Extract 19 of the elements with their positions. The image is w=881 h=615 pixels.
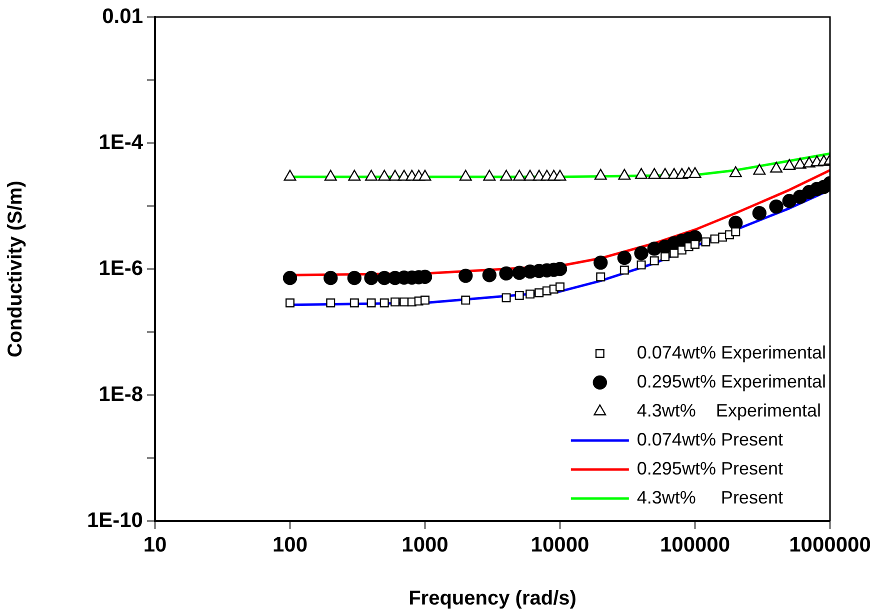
x-tick-label: 1000	[402, 533, 448, 556]
y-tick-label: 1E-10	[86, 508, 143, 532]
y-tick-label: 1E-4	[98, 130, 144, 154]
x-axis-title: Frequency (rad/s)	[408, 588, 576, 610]
y-tick-label: 0.01	[102, 4, 144, 28]
x-tick-label: 10000	[530, 533, 590, 556]
x-tick-label: 100	[272, 533, 308, 556]
y-tick-label: 1E-8	[98, 382, 144, 406]
x-tick-label: 10	[143, 533, 167, 556]
y-tick-label: 1E-6	[98, 256, 143, 280]
x-tick-label: 100000	[660, 533, 730, 556]
legend-label: 0.074wt% Experimental	[636, 342, 826, 362]
legend-label: 0.295wt% Present	[636, 458, 783, 478]
legend-label: 4.3wt% Present	[636, 487, 783, 508]
legend-label: 4.3wt% Experimental	[636, 400, 821, 420]
legend-label: 0.074wt% Present	[636, 429, 783, 450]
x-tick-label: 1000000	[789, 533, 871, 556]
y-axis-title: Conductivity (S/m)	[4, 180, 27, 358]
legend-label: 0.295wt% Experimental	[636, 371, 826, 392]
